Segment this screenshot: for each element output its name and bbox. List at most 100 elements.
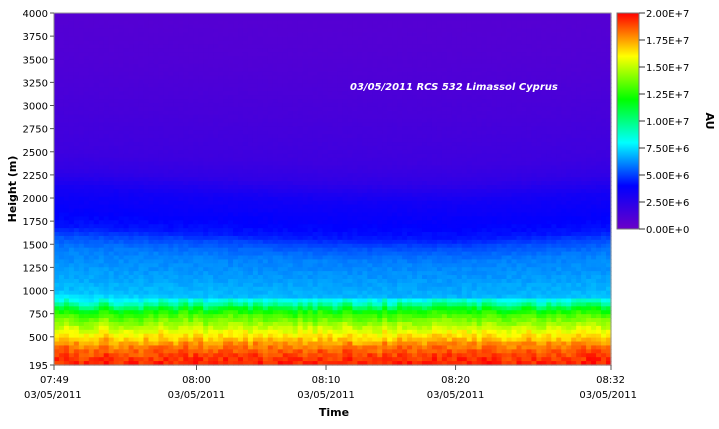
heatmap-cell <box>183 138 189 143</box>
heatmap-cell <box>302 44 309 49</box>
heatmap-cell <box>88 259 95 264</box>
heatmap-cell <box>153 114 160 120</box>
heatmap-cell <box>312 204 319 210</box>
heatmap-cell <box>188 99 194 104</box>
heatmap-cell <box>128 13 135 18</box>
heatmap-cell <box>198 32 204 38</box>
heatmap-cell <box>213 314 219 319</box>
heatmap-cell <box>123 165 130 171</box>
heatmap-cell <box>113 59 120 65</box>
heatmap-cell <box>83 220 90 225</box>
heatmap-cell <box>193 157 199 163</box>
heatmap-cell <box>317 173 324 178</box>
heatmap-cell <box>158 63 165 69</box>
heatmap-cell <box>302 32 309 38</box>
heatmap-cell <box>178 83 184 88</box>
heatmap-cell <box>322 138 329 143</box>
heatmap-cell <box>58 341 65 347</box>
heatmap-cell <box>297 212 304 217</box>
heatmap-cell <box>183 16 189 22</box>
heatmap-cell <box>312 52 319 57</box>
heatmap-cell <box>183 263 189 268</box>
heatmap-cell <box>287 67 294 73</box>
heatmap-cell <box>302 318 309 323</box>
heatmap-cell <box>83 333 90 339</box>
heatmap-cell <box>183 134 189 139</box>
heatmap-cell <box>252 106 259 112</box>
heatmap-cell <box>287 310 294 315</box>
heatmap-cell <box>68 196 75 202</box>
heatmap-cell <box>307 169 314 174</box>
heatmap-cell <box>213 169 219 174</box>
heatmap-cell <box>148 220 155 225</box>
heatmap-cell <box>58 153 65 159</box>
heatmap-cell <box>153 216 160 221</box>
heatmap-cell <box>188 59 194 65</box>
heatmap-cell <box>68 75 75 81</box>
heatmap-cell <box>143 71 150 77</box>
heatmap-cell <box>58 44 65 49</box>
heatmap-cell <box>203 126 209 131</box>
heatmap-cell <box>54 341 60 347</box>
heatmap-cell <box>257 208 264 214</box>
heatmap-cell <box>277 114 284 120</box>
heatmap-cell <box>188 239 194 245</box>
heatmap-cell <box>252 192 259 198</box>
heatmap-cell <box>63 56 70 61</box>
heatmap-cell <box>208 345 214 350</box>
heatmap-cell <box>317 239 324 245</box>
heatmap-cell <box>138 114 145 120</box>
heatmap-cell <box>103 353 110 358</box>
heatmap-cell <box>143 181 150 186</box>
heatmap-cell <box>93 196 100 202</box>
heatmap-cell <box>63 212 70 217</box>
heatmap-cell <box>312 310 319 315</box>
heatmap-cell <box>78 126 85 131</box>
heatmap-cell <box>78 67 85 73</box>
heatmap-cell <box>68 87 75 92</box>
heatmap-cell <box>123 204 130 210</box>
heatmap-cell <box>58 290 65 296</box>
heatmap-cell <box>183 56 189 61</box>
heatmap-cell <box>54 232 60 237</box>
heatmap-cell <box>63 83 70 88</box>
heatmap-cell <box>228 36 234 41</box>
heatmap-cell <box>322 298 329 304</box>
heatmap-cell <box>317 118 324 124</box>
heatmap-cell <box>228 200 234 206</box>
heatmap-cell <box>153 87 160 92</box>
heatmap-cell <box>108 361 115 366</box>
heatmap-cell <box>208 216 214 221</box>
heatmap-cell <box>148 228 155 233</box>
heatmap-cell <box>302 91 309 96</box>
heatmap-cell <box>198 298 204 304</box>
heatmap-cell <box>83 169 90 174</box>
heatmap-cell <box>238 228 244 233</box>
heatmap-cell <box>297 24 304 30</box>
heatmap-cell <box>148 145 155 151</box>
heatmap-cell <box>312 271 319 276</box>
heatmap-cell <box>188 63 194 69</box>
heatmap-cell <box>188 52 194 57</box>
heatmap-cell <box>267 290 274 296</box>
heatmap-cell <box>203 13 209 18</box>
heatmap-cell <box>88 185 95 190</box>
heatmap-cell <box>68 16 75 22</box>
heatmap-cell <box>238 329 244 335</box>
heatmap-cell <box>153 325 160 331</box>
heatmap-cell <box>213 95 219 100</box>
heatmap-cell <box>252 142 259 147</box>
heatmap-cell <box>262 302 269 307</box>
heatmap-cell <box>118 130 125 135</box>
heatmap-cell <box>322 118 329 124</box>
heatmap-cell <box>307 353 314 358</box>
heatmap-cell <box>128 95 135 100</box>
heatmap-cell <box>108 239 115 245</box>
heatmap-cell <box>327 56 334 61</box>
heatmap-cell <box>63 181 70 186</box>
heatmap-cell <box>103 114 110 120</box>
heatmap-cell <box>83 118 90 124</box>
heatmap-cell <box>128 149 135 155</box>
heatmap-cell <box>108 145 115 151</box>
heatmap-cell <box>218 349 224 354</box>
